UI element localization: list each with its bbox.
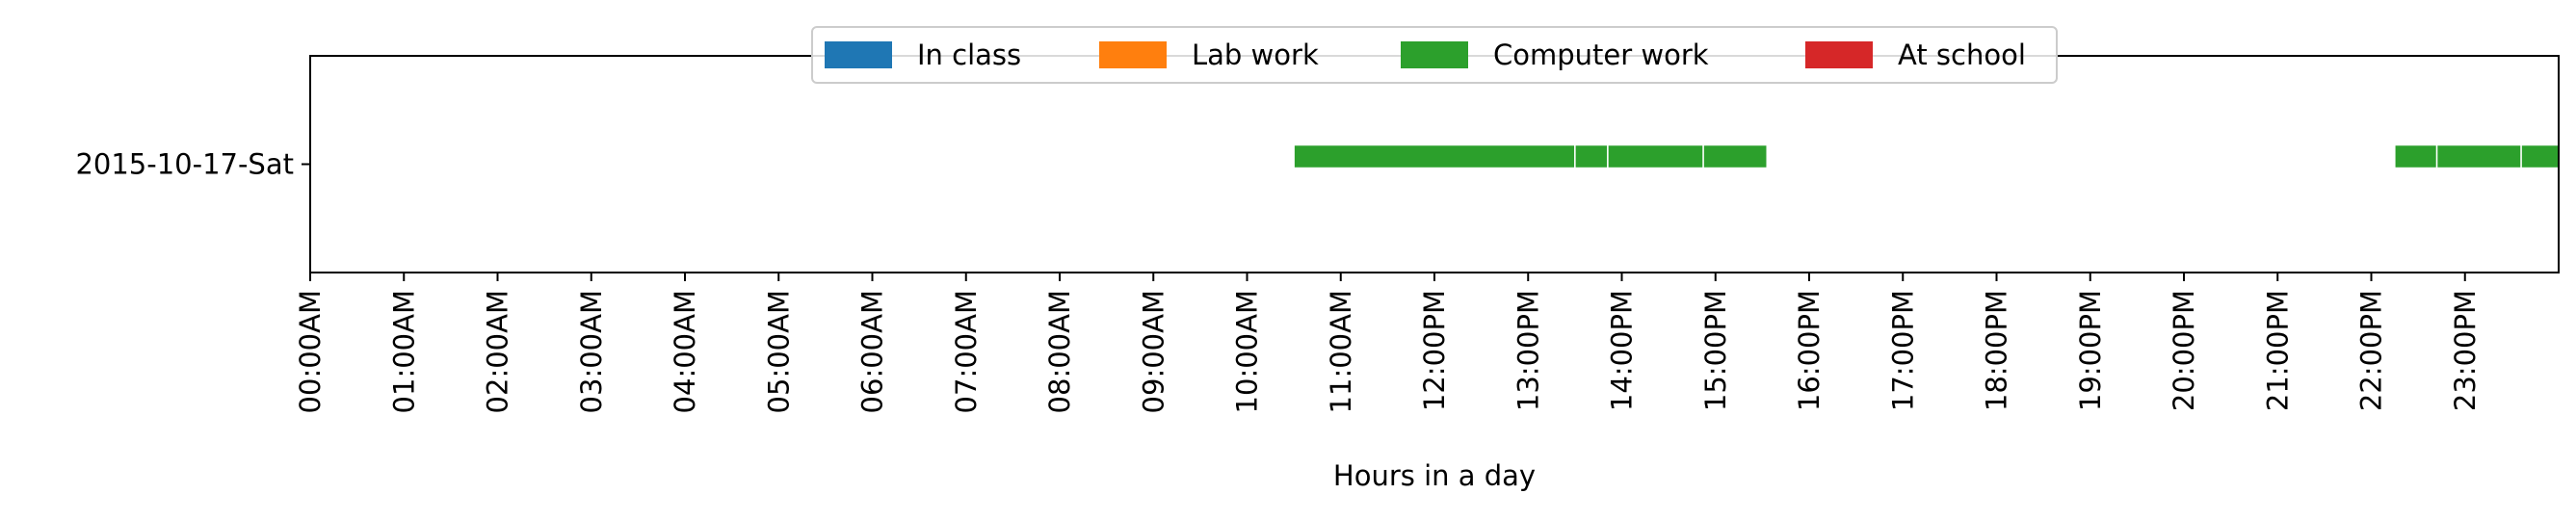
legend-swatch (1805, 41, 1873, 68)
x-tick-label: 16:00PM (1793, 290, 1826, 411)
x-tick-label: 07:00AM (950, 290, 983, 413)
legend-label: In class (917, 39, 1021, 71)
legend-label: Computer work (1493, 39, 1709, 71)
x-tick-label: 13:00PM (1511, 290, 1544, 411)
x-tick-label: 08:00AM (1043, 290, 1076, 413)
legend-label: Lab work (1192, 39, 1319, 71)
legend-label: At school (1898, 39, 2026, 71)
x-axis: 00:00AM 01:00AM 02:00AM 03:00AM 04:00AM 05:00… (294, 273, 2482, 413)
x-tick-label: 05:00AM (762, 290, 795, 413)
x-tick-label: 10:00AM (1231, 290, 1264, 413)
x-tick-label: 06:00AM (856, 290, 889, 413)
x-tick-label: 04:00AM (669, 290, 701, 413)
x-tick-label: 03:00AM (575, 290, 608, 413)
timeline-bar (1702, 143, 1768, 169)
x-tick-label: 15:00PM (1699, 290, 1732, 411)
timeline-bar (2520, 143, 2560, 169)
legend: In class Lab work Computer work At school (811, 26, 2058, 84)
x-tick-label: 22:00PM (2355, 290, 2388, 411)
legend-swatch (1099, 41, 1167, 68)
timeline-bar (2435, 143, 2522, 169)
x-tick-label: 12:00PM (1418, 290, 1451, 411)
x-tick-label: 20:00PM (2168, 290, 2200, 411)
y-axis: 2015-10-17-Sat (75, 148, 310, 181)
x-tick-label: 19:00PM (2074, 290, 2107, 411)
x-tick-label: 01:00AM (387, 290, 420, 413)
x-tick-label: 02:00AM (482, 290, 514, 413)
x-tick-label: 23:00PM (2449, 290, 2482, 411)
timeline-bar (2394, 143, 2438, 169)
bars-layer (1293, 143, 2560, 169)
x-tick-label: 09:00AM (1137, 290, 1170, 413)
timeline-bar (1293, 143, 1576, 169)
x-tick-label: 14:00PM (1606, 290, 1639, 411)
x-tick-label: 18:00PM (1981, 290, 2013, 411)
legend-swatch (825, 41, 892, 68)
x-tick-label: 21:00PM (2261, 290, 2294, 411)
x-tick-label: 17:00PM (1886, 290, 1919, 411)
x-tick-label: 00:00AM (294, 290, 327, 413)
x-tick-label: 11:00AM (1325, 290, 1357, 413)
y-tick-label: 2015-10-17-Sat (75, 148, 294, 181)
x-axis-label: Hours in a day (1333, 459, 1536, 492)
timeline-bar (1607, 143, 1704, 169)
legend-swatch (1401, 41, 1468, 68)
timeline-bar (1574, 143, 1609, 169)
